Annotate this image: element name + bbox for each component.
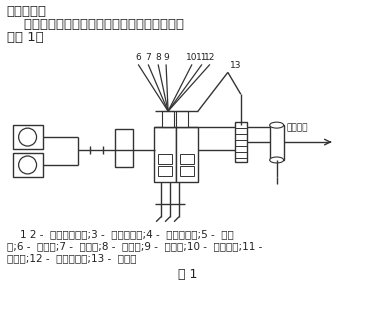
Bar [158,154,172,164]
Text: 6: 6 [135,53,141,62]
Text: 10: 10 [186,53,198,62]
Ellipse shape [270,157,284,163]
Text: 12: 12 [204,53,215,62]
Ellipse shape [270,122,284,128]
Text: 13: 13 [230,61,241,71]
Text: 1 2 -  螺杆式空压机;3 -  气液分离器;4 -  除油过滤器;5 -  切找: 1 2 - 螺杆式空压机;3 - 气液分离器;4 - 除油过滤器;5 - 切找 [7,230,233,240]
Circle shape [19,128,36,146]
Bar [154,127,176,182]
Bar [115,129,133,167]
Bar [158,166,172,176]
Bar [235,122,247,162]
Text: 如图 1：: 如图 1： [7,31,43,44]
Bar [176,127,198,182]
Text: 9: 9 [163,53,169,62]
Bar [13,153,42,177]
Bar [180,154,194,164]
Text: 传统的微热再生吸附型压缩空气净化系统配备: 传统的微热再生吸附型压缩空气净化系统配备 [7,17,183,31]
Text: 加热器;12 -  除尘过滤器;13 -  储气罐: 加热器;12 - 除尘过滤器;13 - 储气罐 [7,254,136,264]
Text: 及工艺流程: 及工艺流程 [7,5,47,18]
Text: 阀;6 -  吸附塔;7 -  消音器;8 -  止回阀;9 -  调节阀;10 -  节流孔板;11 -: 阀;6 - 吸附塔;7 - 消音器;8 - 止回阀;9 - 调节阀;10 - 节… [7,241,262,251]
Text: 11: 11 [196,53,208,62]
Bar [13,125,42,149]
Text: 7: 7 [145,53,151,62]
Bar [176,111,188,127]
Bar [162,111,174,127]
Text: 8: 8 [155,53,161,62]
Circle shape [19,156,36,174]
Text: 至用户点: 至用户点 [287,123,308,132]
Bar [180,166,194,176]
Text: 图 1: 图 1 [178,267,198,280]
Bar [270,125,284,160]
